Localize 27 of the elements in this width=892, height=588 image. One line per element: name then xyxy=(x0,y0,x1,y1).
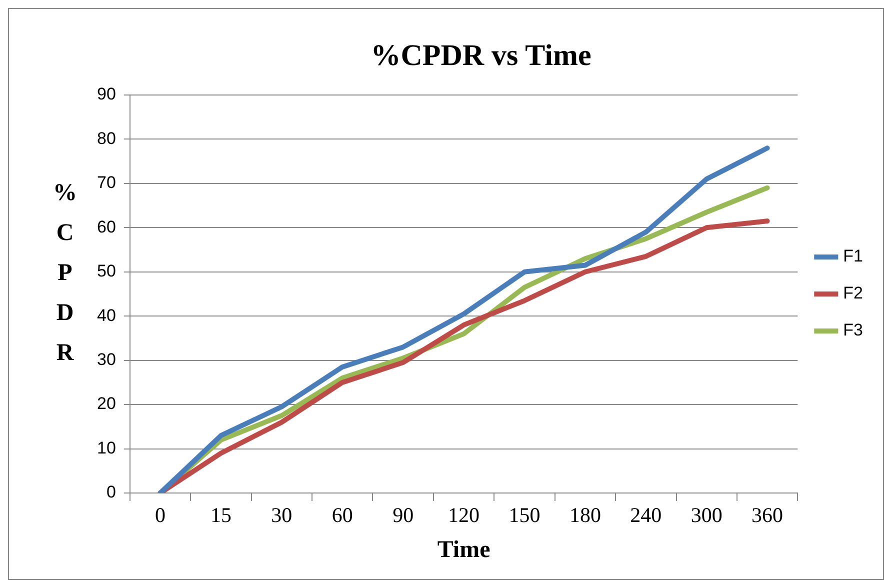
y-tick-label: 10 xyxy=(96,438,116,458)
y-tick-label: 70 xyxy=(96,173,116,192)
x-tick-label: 0 xyxy=(155,503,166,528)
x-tick-label: 300 xyxy=(690,503,722,528)
legend-label: F3 xyxy=(843,320,864,340)
y-tick-label: 60 xyxy=(96,217,116,236)
x-tick-label: 180 xyxy=(569,503,601,528)
y-tick-label: 80 xyxy=(96,128,116,148)
y-tick-label: 0 xyxy=(106,482,116,502)
y-axis-title: %CPDR xyxy=(53,180,77,366)
x-tick-label: 360 xyxy=(752,503,784,528)
x-tick-label: 240 xyxy=(630,503,662,528)
y-tick-label: 20 xyxy=(96,394,116,414)
x-tick-label: 150 xyxy=(508,503,540,528)
x-tick-label: 90 xyxy=(392,503,414,528)
y-tick-label: 30 xyxy=(96,350,116,370)
x-tick-label: 120 xyxy=(448,503,480,528)
y-tick-label: 50 xyxy=(96,262,116,281)
y-tick-label: 40 xyxy=(96,306,116,325)
legend-label: F2 xyxy=(843,284,864,303)
y-tick-label: 90 xyxy=(96,84,116,104)
x-tick-label: 30 xyxy=(271,503,292,528)
x-axis-title: Time xyxy=(437,536,491,563)
chart-title: %CPDR vs Time xyxy=(370,38,592,72)
x-tick-label: 60 xyxy=(332,503,353,528)
legend-label: F1 xyxy=(843,246,864,266)
x-tick-label: 15 xyxy=(210,503,232,528)
